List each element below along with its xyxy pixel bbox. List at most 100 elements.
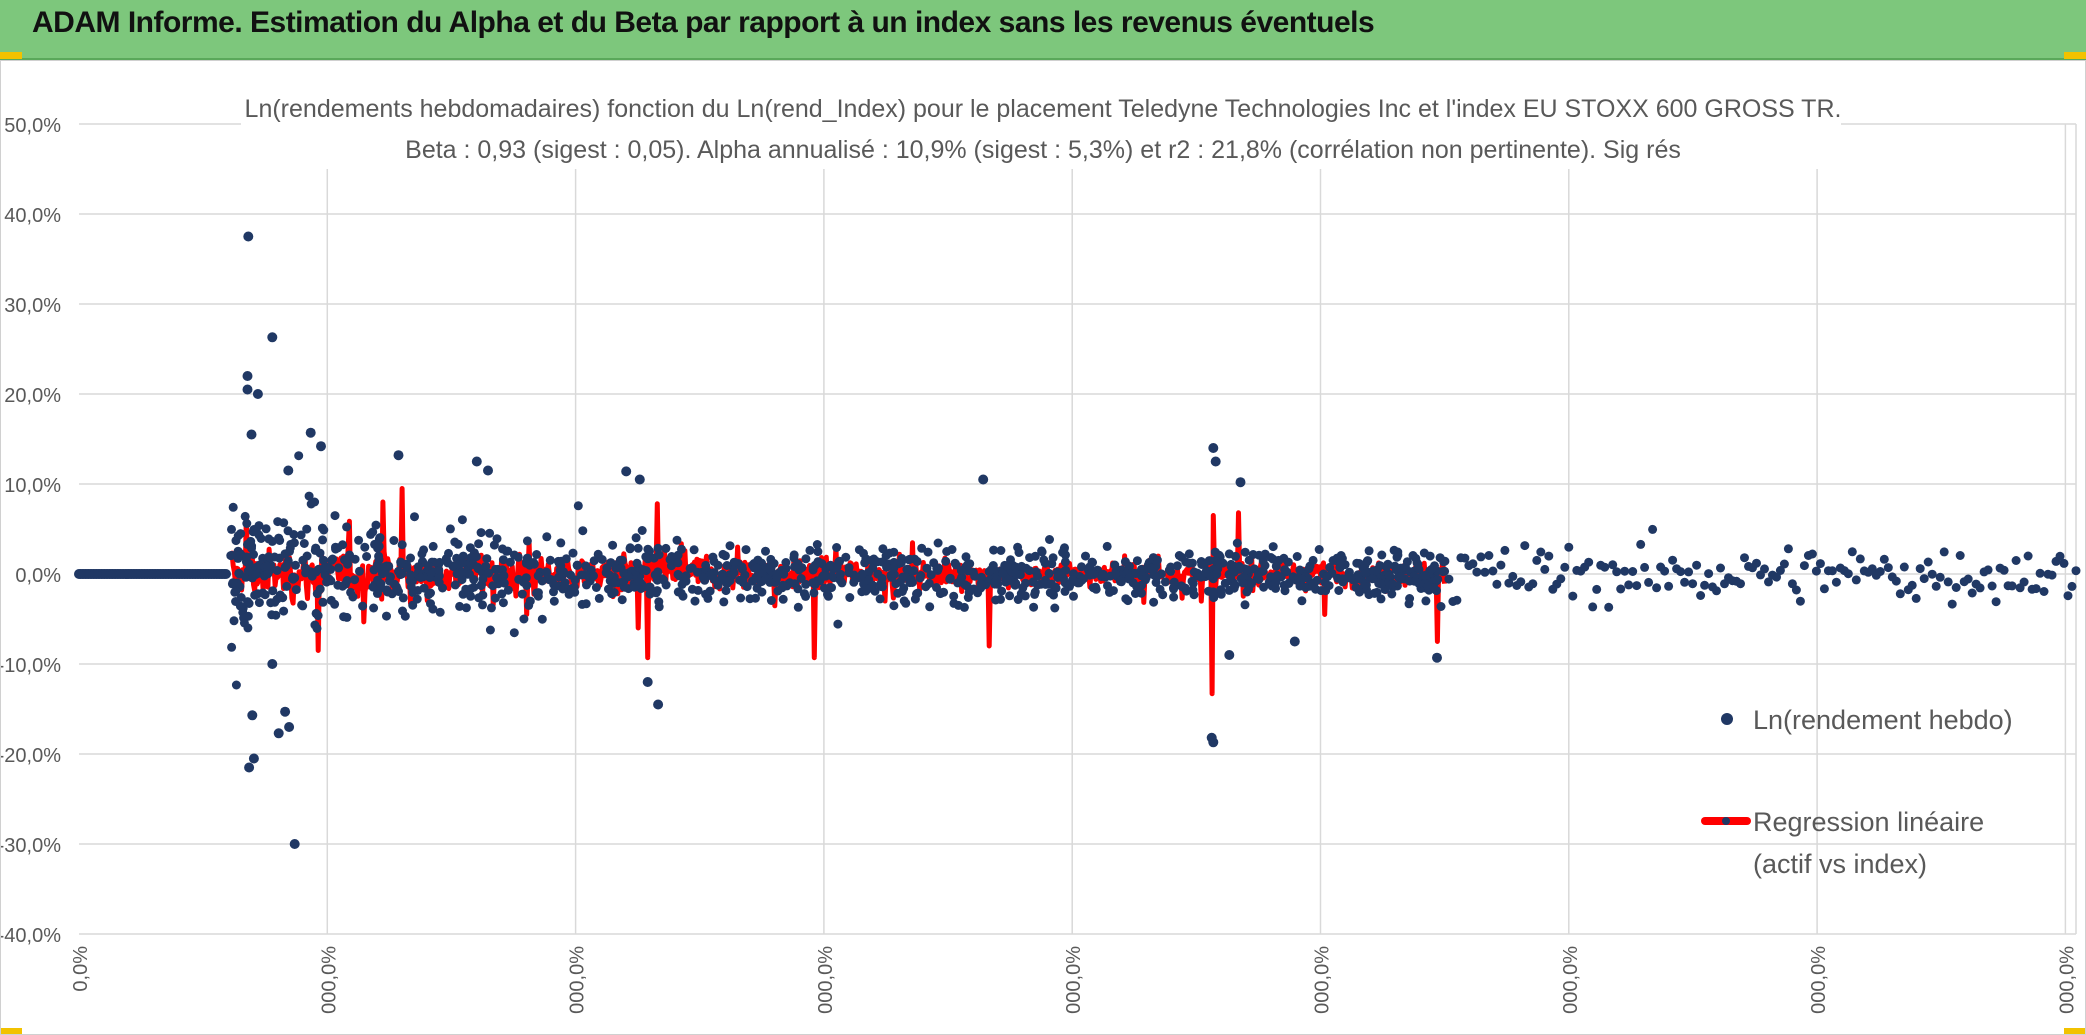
data-point (877, 582, 887, 592)
data-point (889, 601, 899, 611)
data-point (1472, 567, 1482, 577)
data-point (2031, 584, 2041, 594)
data-point (713, 560, 723, 570)
y-tick-labels: 50,0% 40,0% 30,0% 20,0% 10,0% 0,0% -10,0% -20,0… (1, 115, 61, 947)
report-title: ADAM Informe. Estimation du Alpha et du … (32, 6, 1375, 39)
data-point (1271, 577, 1281, 587)
data-point (306, 499, 316, 509)
data-point (310, 545, 320, 555)
data-point (408, 587, 418, 597)
data-point (392, 584, 402, 594)
data-point (857, 569, 867, 579)
data-point (1050, 603, 1060, 613)
data-point (1332, 553, 1342, 563)
y-tick-label: 0,0% (15, 565, 61, 587)
data-point (1376, 594, 1386, 604)
chart-title-background (241, 87, 1841, 169)
scatter-series (74, 231, 2081, 849)
data-point (939, 587, 949, 597)
data-point (457, 575, 467, 585)
data-point (549, 587, 558, 597)
data-point (1528, 579, 1538, 589)
data-point (1895, 589, 1905, 599)
data-point (424, 590, 434, 600)
data-point (383, 587, 392, 597)
data-point (1963, 574, 1973, 584)
data-point (889, 563, 899, 573)
data-point (318, 535, 328, 545)
data-point (1648, 524, 1658, 534)
data-point (1955, 551, 1965, 560)
data-point (328, 554, 338, 564)
data-point (264, 534, 274, 544)
data-point (1011, 562, 1021, 572)
data-point (737, 564, 747, 574)
data-point (1783, 544, 1793, 554)
data-point (1536, 547, 1546, 557)
data-point (478, 600, 487, 610)
data-point (228, 502, 238, 512)
data-point (1500, 545, 1510, 555)
data-point (297, 600, 307, 610)
data-point (718, 549, 728, 559)
data-point (458, 551, 468, 561)
data-point (729, 557, 739, 567)
data-point (481, 561, 491, 571)
data-point (1370, 588, 1380, 598)
data-point (808, 578, 818, 588)
data-point (926, 570, 936, 580)
data-point (491, 564, 501, 574)
data-point (1242, 565, 1252, 575)
data-point (273, 517, 283, 527)
data-point (1775, 566, 1785, 575)
data-point (342, 522, 352, 532)
data-point (398, 593, 408, 603)
data-point (1616, 584, 1626, 594)
y-tick-label: 10,0% (4, 475, 61, 497)
data-point (1393, 547, 1403, 557)
data-point (1314, 545, 1324, 554)
data-point (360, 542, 370, 552)
data-point (1795, 596, 1805, 606)
data-point (1592, 584, 1602, 594)
data-point (1077, 562, 1086, 572)
data-point (485, 625, 495, 635)
data-point (951, 560, 961, 570)
data-point (228, 578, 238, 588)
data-point (285, 546, 294, 556)
data-point (1568, 591, 1578, 601)
data-point (725, 541, 735, 551)
data-point (1496, 560, 1506, 570)
data-point (1085, 562, 1095, 572)
data-point (1911, 593, 1921, 603)
data-point (809, 588, 819, 598)
data-point (1815, 559, 1825, 569)
data-point (757, 587, 767, 597)
data-point (1215, 558, 1225, 568)
data-point (397, 540, 407, 550)
data-point (793, 602, 803, 612)
data-point (1208, 587, 1218, 597)
data-point (466, 553, 476, 562)
data-point (677, 544, 686, 554)
data-point (537, 614, 547, 624)
data-point (984, 567, 994, 577)
data-point (689, 545, 699, 555)
data-point (509, 628, 519, 638)
data-point-outlier (247, 710, 258, 721)
data-point (1272, 570, 1282, 580)
data-point (581, 599, 591, 609)
data-point (591, 583, 601, 592)
data-point (945, 573, 955, 583)
data-point (989, 545, 999, 555)
data-point-outlier (242, 384, 253, 395)
data-point (435, 607, 445, 617)
data-point (854, 545, 864, 555)
data-point (1444, 574, 1454, 584)
data-point (1564, 542, 1574, 552)
data-point (319, 525, 329, 535)
data-point (833, 619, 843, 629)
data-point (221, 569, 231, 579)
data-point (474, 593, 484, 603)
data-point (1883, 563, 1893, 573)
